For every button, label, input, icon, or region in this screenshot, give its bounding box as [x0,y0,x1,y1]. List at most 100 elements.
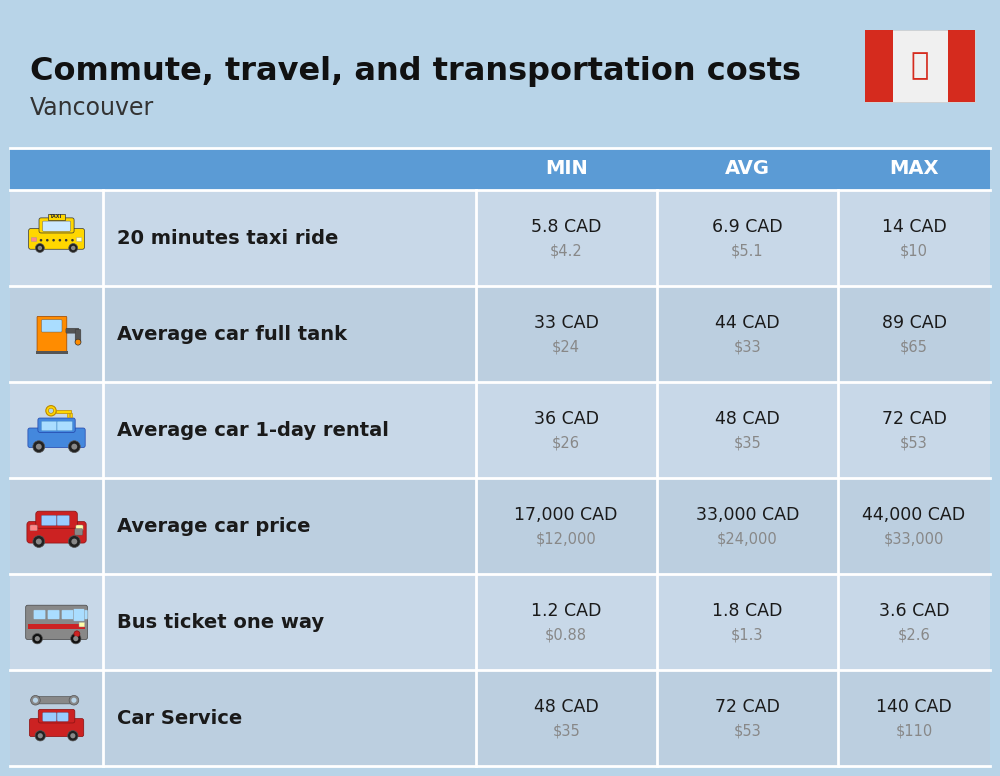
Circle shape [68,730,78,741]
FancyBboxPatch shape [75,329,81,342]
FancyBboxPatch shape [37,317,67,354]
Text: 5.8 CAD: 5.8 CAD [531,218,601,236]
Circle shape [35,730,45,741]
FancyBboxPatch shape [43,712,56,721]
Text: 36 CAD: 36 CAD [534,410,599,428]
Text: 72 CAD: 72 CAD [715,698,780,716]
Text: 48 CAD: 48 CAD [534,698,599,716]
FancyBboxPatch shape [33,610,46,619]
Text: Average car price: Average car price [117,517,311,535]
FancyBboxPatch shape [76,525,83,531]
FancyBboxPatch shape [29,229,84,249]
Text: 🍁: 🍁 [911,51,929,81]
FancyBboxPatch shape [10,574,990,670]
Text: 33,000 CAD: 33,000 CAD [696,506,799,524]
Circle shape [52,239,55,241]
FancyBboxPatch shape [10,478,990,574]
FancyBboxPatch shape [57,712,68,721]
Circle shape [69,695,79,705]
Circle shape [38,246,42,250]
FancyBboxPatch shape [67,413,69,417]
Text: $33: $33 [734,340,761,355]
Text: 72 CAD: 72 CAD [882,410,946,428]
Text: 14 CAD: 14 CAD [882,218,946,236]
FancyBboxPatch shape [30,525,37,531]
FancyBboxPatch shape [47,610,60,619]
Text: Average car full tank: Average car full tank [117,324,347,344]
FancyBboxPatch shape [76,610,88,619]
Text: 1.2 CAD: 1.2 CAD [531,602,601,620]
Text: 140 CAD: 140 CAD [876,698,952,716]
Text: $33,000: $33,000 [884,532,944,546]
Circle shape [65,239,67,241]
Circle shape [59,239,61,241]
FancyBboxPatch shape [33,697,76,704]
Circle shape [46,406,56,416]
FancyBboxPatch shape [41,515,56,525]
FancyBboxPatch shape [38,709,75,723]
Circle shape [71,246,75,250]
FancyBboxPatch shape [61,610,74,619]
FancyBboxPatch shape [39,218,74,233]
FancyBboxPatch shape [26,605,87,639]
Circle shape [71,239,74,241]
Text: Bus ticket one way: Bus ticket one way [117,612,324,632]
Circle shape [46,239,49,241]
Text: $2.6: $2.6 [898,628,930,643]
Text: $53: $53 [734,723,761,739]
Circle shape [40,239,42,241]
Circle shape [71,633,81,644]
Text: Commute, travel, and transportation costs: Commute, travel, and transportation cost… [30,56,801,87]
FancyBboxPatch shape [865,30,975,102]
Circle shape [33,535,45,547]
FancyBboxPatch shape [43,221,70,231]
Circle shape [36,539,42,545]
Circle shape [71,444,77,449]
Text: 44,000 CAD: 44,000 CAD [862,506,966,524]
FancyBboxPatch shape [41,421,57,431]
Text: AVG: AVG [725,160,770,178]
Text: 89 CAD: 89 CAD [882,314,947,332]
Text: $5.1: $5.1 [731,244,764,258]
Circle shape [38,733,43,738]
Text: Average car 1-day rental: Average car 1-day rental [117,421,389,439]
Circle shape [69,244,78,252]
FancyBboxPatch shape [28,624,85,629]
FancyBboxPatch shape [57,421,72,431]
Text: 33 CAD: 33 CAD [534,314,599,332]
Circle shape [48,408,54,414]
FancyBboxPatch shape [31,237,37,241]
Circle shape [68,441,80,452]
FancyBboxPatch shape [29,719,84,736]
Text: 3.6 CAD: 3.6 CAD [879,602,949,620]
Circle shape [74,631,80,637]
FancyBboxPatch shape [10,148,990,190]
FancyBboxPatch shape [10,190,990,286]
Text: $35: $35 [552,723,580,739]
FancyBboxPatch shape [73,609,85,621]
FancyBboxPatch shape [38,418,75,432]
Circle shape [31,695,40,705]
FancyBboxPatch shape [36,351,68,355]
Text: $24: $24 [552,340,580,355]
Text: 17,000 CAD: 17,000 CAD [514,506,618,524]
FancyBboxPatch shape [48,214,65,220]
Circle shape [71,539,77,545]
Circle shape [32,633,42,644]
Circle shape [35,636,40,641]
Text: $1.3: $1.3 [731,628,764,643]
Text: $4.2: $4.2 [550,244,583,258]
Circle shape [33,698,38,703]
Circle shape [70,733,75,738]
FancyBboxPatch shape [10,670,990,766]
Text: Car Service: Car Service [117,708,242,728]
FancyBboxPatch shape [75,528,83,535]
Text: $53: $53 [900,435,928,451]
FancyBboxPatch shape [76,237,82,241]
Text: 20 minutes taxi ride: 20 minutes taxi ride [117,228,338,248]
FancyBboxPatch shape [70,413,72,417]
Circle shape [36,444,42,449]
Text: Vancouver: Vancouver [30,96,154,120]
FancyBboxPatch shape [57,515,69,525]
Text: $24,000: $24,000 [717,532,778,546]
